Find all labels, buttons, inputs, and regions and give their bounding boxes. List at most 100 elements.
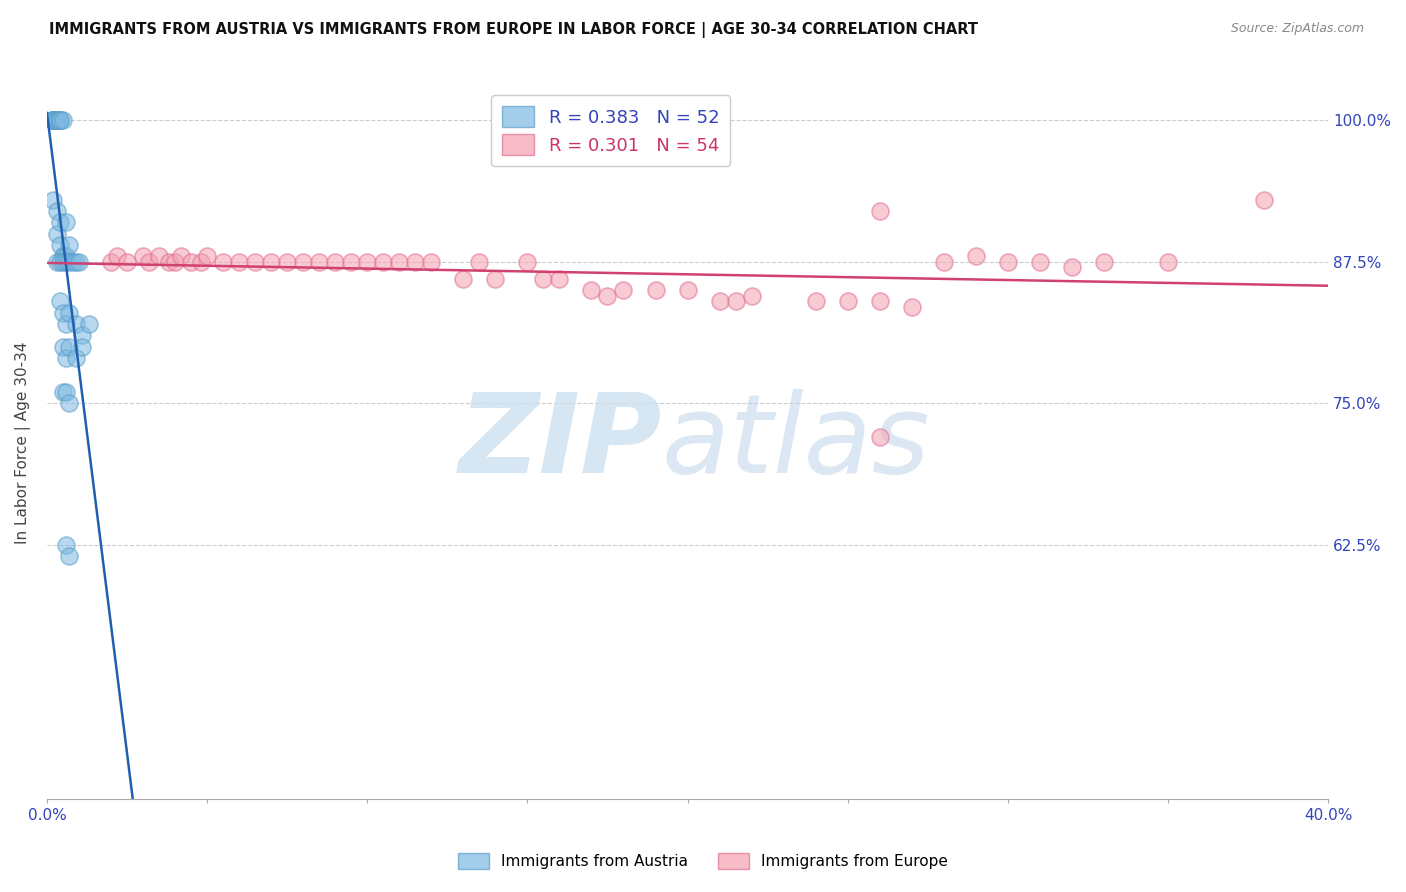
Point: [62, 255, 84, 269]
Point: [58, 306, 80, 320]
Point: [70, 340, 93, 354]
Point: [45, 227, 67, 241]
Point: [55, 215, 77, 229]
Point: [900, 300, 922, 314]
Point: [453, 272, 475, 286]
Point: [837, 294, 859, 309]
Point: [55, 255, 77, 269]
Point: [45, 113, 67, 128]
Point: [65, 255, 87, 269]
Point: [67, 255, 90, 269]
Point: [49, 113, 72, 128]
Point: [212, 255, 235, 269]
Point: [468, 255, 491, 269]
Point: [52, 113, 75, 128]
Point: [596, 289, 619, 303]
Point: [260, 255, 283, 269]
Point: [1092, 255, 1115, 269]
Point: [42, 113, 65, 128]
Text: Source: ZipAtlas.com: Source: ZipAtlas.com: [1230, 22, 1364, 36]
Point: [42, 113, 65, 128]
Point: [170, 249, 193, 263]
Legend: R = 0.383   N = 52, R = 0.301   N = 54: R = 0.383 N = 52, R = 0.301 N = 54: [491, 95, 730, 166]
Point: [148, 249, 170, 263]
Point: [356, 255, 378, 269]
Point: [243, 255, 266, 269]
Legend: Immigrants from Austria, Immigrants from Europe: Immigrants from Austria, Immigrants from…: [451, 847, 955, 875]
Point: [55, 249, 77, 263]
Point: [55, 538, 77, 552]
Point: [42, 193, 65, 207]
Point: [1060, 260, 1083, 275]
Point: [42, 113, 65, 128]
Point: [323, 255, 346, 269]
Point: [869, 203, 891, 218]
Point: [1157, 255, 1180, 269]
Point: [58, 549, 80, 563]
Point: [42, 113, 65, 128]
Y-axis label: In Labor Force | Age 30-34: In Labor Force | Age 30-34: [15, 342, 31, 544]
Point: [869, 294, 891, 309]
Point: [190, 255, 212, 269]
Point: [1253, 193, 1275, 207]
Point: [612, 283, 634, 297]
Point: [165, 255, 187, 269]
Point: [340, 255, 363, 269]
Point: [52, 340, 75, 354]
Point: [138, 255, 160, 269]
Point: [276, 255, 298, 269]
Point: [292, 255, 315, 269]
Point: [49, 215, 72, 229]
Point: [42, 113, 65, 128]
Point: [548, 272, 571, 286]
Point: [644, 283, 666, 297]
Point: [804, 294, 827, 309]
Point: [70, 328, 93, 343]
Point: [42, 113, 65, 128]
Point: [49, 113, 72, 128]
Point: [45, 113, 67, 128]
Point: [55, 384, 77, 399]
Point: [404, 255, 426, 269]
Point: [195, 249, 218, 263]
Point: [58, 255, 80, 269]
Point: [52, 306, 75, 320]
Point: [581, 283, 603, 297]
Point: [65, 317, 87, 331]
Point: [42, 113, 65, 128]
Point: [45, 113, 67, 128]
Point: [373, 255, 395, 269]
Point: [49, 113, 72, 128]
Point: [42, 113, 65, 128]
Point: [516, 255, 538, 269]
Point: [52, 255, 75, 269]
Point: [420, 255, 443, 269]
Point: [115, 255, 138, 269]
Point: [45, 203, 67, 218]
Point: [107, 249, 129, 263]
Point: [1029, 255, 1052, 269]
Text: ZIP: ZIP: [458, 390, 662, 497]
Point: [58, 237, 80, 252]
Point: [58, 396, 80, 410]
Point: [52, 249, 75, 263]
Point: [52, 384, 75, 399]
Text: IMMIGRANTS FROM AUSTRIA VS IMMIGRANTS FROM EUROPE IN LABOR FORCE | AGE 30-34 COR: IMMIGRANTS FROM AUSTRIA VS IMMIGRANTS FR…: [49, 22, 979, 38]
Point: [157, 255, 180, 269]
Point: [709, 294, 731, 309]
Point: [42, 113, 65, 128]
Point: [65, 351, 87, 365]
Point: [180, 255, 202, 269]
Point: [388, 255, 411, 269]
Point: [676, 283, 699, 297]
Point: [49, 255, 72, 269]
Point: [869, 430, 891, 444]
Point: [533, 272, 555, 286]
Point: [932, 255, 955, 269]
Point: [77, 317, 100, 331]
Point: [55, 317, 77, 331]
Point: [132, 249, 155, 263]
Point: [724, 294, 747, 309]
Point: [228, 255, 250, 269]
Point: [45, 255, 67, 269]
